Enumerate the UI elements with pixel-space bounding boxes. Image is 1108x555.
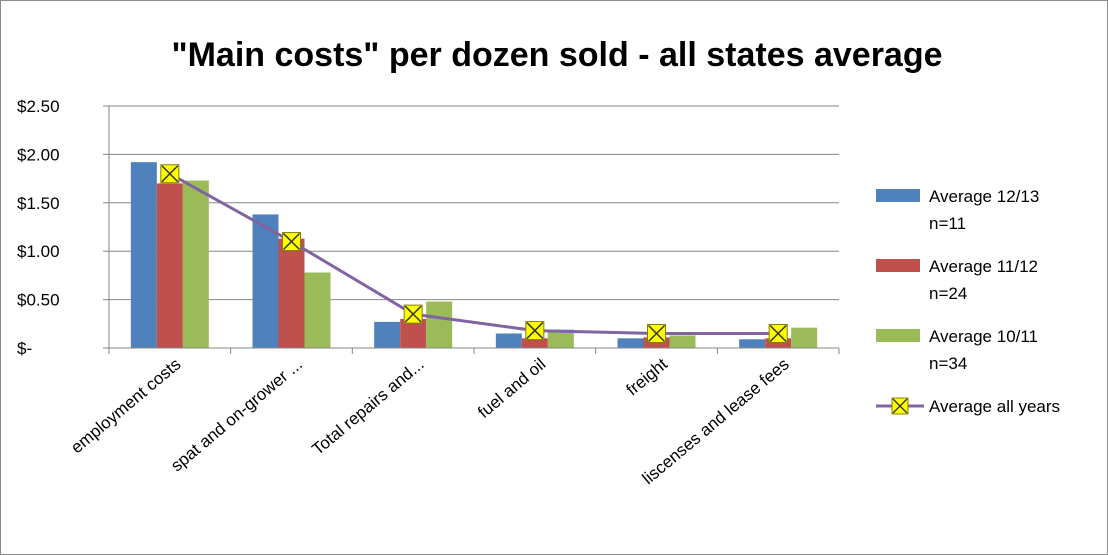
y-tick-label: $1.50 (17, 194, 60, 213)
average-series-line (169, 172, 779, 335)
legend-label: n=24 (929, 284, 967, 303)
axes (103, 105, 840, 354)
marker-cross (404, 305, 422, 323)
bar (765, 338, 792, 348)
bar (374, 321, 401, 348)
bar (304, 272, 331, 348)
bar (669, 335, 696, 348)
x-category-label: fuel and oil (474, 355, 549, 422)
bar (617, 338, 644, 348)
legend-label: Average all years (929, 397, 1060, 416)
marker-cross (647, 324, 666, 343)
bar (130, 162, 157, 348)
line-marker (160, 164, 180, 184)
gridlines (109, 105, 839, 301)
legend-label: n=34 (929, 354, 967, 373)
line-marker (768, 323, 788, 343)
average-line (160, 164, 788, 343)
x-category-label: freight (623, 354, 672, 399)
marker-cross (526, 322, 544, 340)
marker-cross (282, 232, 301, 251)
legend-label: Average 10/11 (929, 327, 1038, 346)
legend-label: Average 12/13 (929, 187, 1039, 206)
y-tick-label: $- (17, 339, 32, 358)
legend-label: n=11 (929, 214, 966, 233)
line-marker (525, 321, 545, 341)
bar (547, 329, 574, 348)
bar (252, 214, 279, 348)
legend-swatch (876, 189, 920, 202)
bar (400, 318, 427, 348)
bar (156, 183, 183, 348)
chart-title: "Main costs" per dozen sold - all states… (171, 36, 942, 74)
x-category-label: employment costs (67, 355, 184, 458)
bar (495, 333, 522, 348)
line-marker (647, 323, 666, 343)
legend-label: Average 11/12 (929, 257, 1038, 276)
bar (426, 301, 453, 348)
bar (278, 238, 305, 348)
y-tick-label: $1.00 (17, 242, 60, 261)
bar (521, 338, 548, 348)
y-tick-labels: $- $0.50 $1.00 $1.50 $2.00 $2.50 (17, 97, 60, 358)
y-tick-label: $0.50 (17, 291, 60, 310)
bar (791, 327, 818, 348)
x-category-label: spat and on-grower ... (167, 355, 306, 476)
marker-cross (769, 324, 787, 343)
marker-cross (161, 165, 179, 183)
line-marker (282, 232, 301, 252)
legend-swatch (876, 329, 920, 342)
bar (739, 339, 766, 348)
legend-marker-cross (892, 398, 908, 414)
y-tick-label: $2.50 (17, 97, 60, 116)
x-category-label: Total repairs and... (308, 355, 427, 459)
bars (130, 162, 818, 348)
y-tick-label: $2.00 (17, 145, 60, 164)
line-marker (403, 304, 423, 324)
legend: Average 12/13 n=11 Average 11/12 n=24 Averag… (876, 187, 1060, 416)
legend-swatch (876, 259, 920, 272)
bar (182, 180, 209, 348)
